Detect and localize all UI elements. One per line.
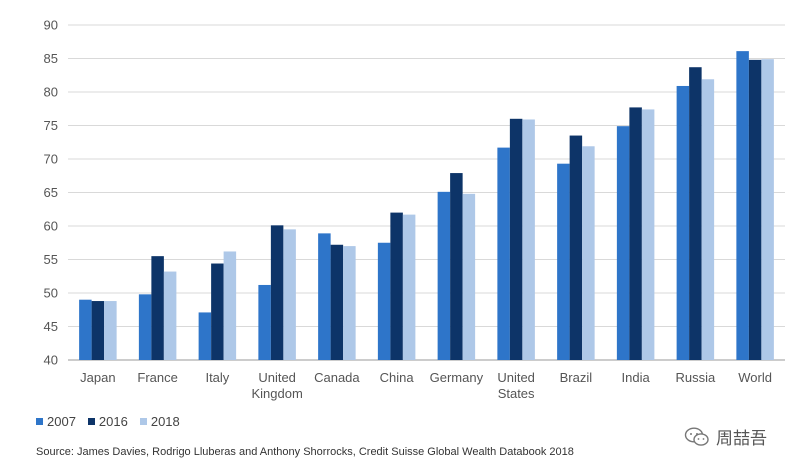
y-tick-label: 50 (44, 286, 58, 301)
bar-2007-italy (198, 312, 212, 360)
watermark-text: 周喆吾 (716, 429, 767, 448)
bar-2016-france (151, 256, 164, 360)
y-tick-label: 40 (44, 353, 58, 368)
bar-2016-brazil (569, 135, 583, 360)
wechat-icon (684, 426, 709, 446)
y-tick-label: 55 (44, 252, 58, 267)
bar-2007-russia (676, 85, 690, 360)
y-tick-label: 75 (44, 118, 58, 133)
y-tick-label: 45 (44, 319, 58, 334)
bar-2018-world (761, 59, 774, 361)
x-tick-label: France (137, 370, 177, 385)
x-tick-label: Japan (80, 370, 115, 385)
legend-swatch-2016 (87, 418, 95, 425)
bar-2007-canada (318, 233, 331, 360)
bar-2018-china (402, 214, 416, 360)
legend-item-2016: 2016 (87, 414, 128, 429)
y-tick-label: 80 (44, 85, 58, 100)
bar-2018-japan (104, 301, 117, 360)
bar-2016-china (390, 212, 403, 360)
bar-2016-india (629, 107, 642, 360)
bar-2018-united-states (522, 119, 535, 360)
bar-2016-canada (330, 244, 344, 360)
legend: 2007 2016 2018 (36, 414, 180, 429)
bar-2016-united-kingdom (270, 225, 284, 360)
y-tick-label: 85 (44, 51, 58, 66)
legend-label-2007: 2007 (47, 414, 76, 429)
bar-2018-russia (701, 79, 715, 361)
bar-2016-germany (450, 173, 463, 360)
y-tick-label: 90 (44, 18, 58, 33)
y-tick-label: 60 (44, 219, 58, 234)
legend-label-2016: 2016 (98, 414, 128, 429)
source-note: Source: James Davies, Rodrigo Lluberas a… (36, 446, 574, 458)
x-tick-label: United Kingdom (251, 370, 302, 401)
bar-2007-india (616, 126, 630, 360)
legend-label-2018: 2018 (150, 414, 180, 429)
bar-2016-japan (91, 301, 105, 360)
bar-2007-china (377, 242, 391, 360)
x-tick-label: United States (497, 370, 535, 401)
bar-2018-united-kingdom (283, 229, 296, 360)
bar-2007-world (736, 51, 749, 360)
bar-2016-russia (689, 67, 702, 361)
x-tick-label: Russia (676, 370, 717, 385)
bar-2007-france (138, 294, 152, 360)
legend-item-2018: 2018 (139, 414, 180, 429)
bar-2007-united-kingdom (258, 284, 271, 360)
legend-swatch-2018 (139, 418, 147, 425)
legend-swatch-2007 (36, 418, 43, 425)
bar-2007-germany (437, 191, 451, 360)
watermark: 周喆吾 (684, 424, 767, 449)
bar-2018-germany (462, 193, 476, 360)
bar-2016-world (748, 59, 762, 361)
bar-2018-italy (223, 251, 237, 360)
bar-2018-canada (343, 246, 356, 360)
bar-2007-united-states (497, 147, 510, 360)
x-tick-label: Brazil (560, 370, 593, 385)
bar-2007-japan (79, 299, 92, 360)
y-tick-label: 70 (44, 152, 58, 167)
x-tick-label: China (380, 370, 415, 385)
bar-2018-france (163, 271, 177, 360)
x-tick-label: Italy (205, 370, 229, 385)
x-tick-label: Germany (430, 370, 484, 385)
y-tick-label: 65 (44, 185, 58, 200)
x-tick-label: World (738, 370, 772, 385)
bar-2007-brazil (557, 163, 570, 360)
bar-2016-united-states (509, 118, 523, 360)
legend-item-2007: 2007 (36, 414, 76, 429)
bar-2018-india (641, 109, 655, 360)
x-tick-label: India (622, 370, 651, 385)
bar-2018-brazil (582, 146, 595, 360)
bar-2016-italy (211, 263, 224, 360)
x-tick-label: Canada (314, 370, 360, 385)
